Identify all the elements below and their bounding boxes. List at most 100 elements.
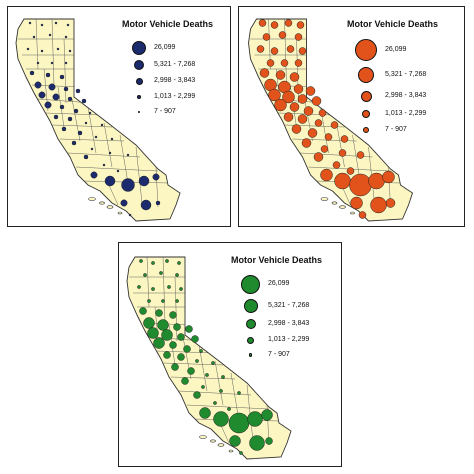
death-symbol: [171, 363, 179, 371]
death-symbol: [175, 299, 179, 303]
county-line: [107, 182, 119, 206]
legend-symbol: [135, 77, 143, 85]
legend-symbol: [363, 127, 369, 133]
death-symbol: [249, 435, 265, 451]
county-line: [87, 106, 97, 154]
death-symbol: [346, 167, 355, 175]
county-line: [284, 19, 287, 86]
death-symbol: [294, 33, 303, 41]
death-symbol: [143, 317, 155, 329]
map-panel-green: Motor Vehicle Deaths 26,099 5,321 - 7,26…: [118, 242, 342, 467]
symbols-blue: [26, 21, 161, 217]
death-symbol: [38, 91, 46, 99]
county-line: [119, 134, 129, 184]
death-symbol: [67, 116, 73, 122]
legend-symbol: [355, 39, 377, 61]
legend-label: 1,013 - 2,299: [385, 110, 427, 117]
california-map-green: [126, 256, 292, 460]
death-symbol: [297, 94, 308, 104]
death-symbol: [73, 108, 79, 114]
death-symbol: [237, 391, 241, 395]
death-symbol: [297, 114, 308, 124]
death-symbol: [358, 211, 367, 219]
death-symbol: [265, 437, 273, 445]
death-symbol: [303, 106, 314, 116]
legend-label: 26,099: [268, 280, 290, 287]
california-shape: [126, 256, 292, 460]
death-symbol: [151, 261, 155, 265]
death-symbol: [324, 133, 333, 141]
death-symbol: [152, 173, 160, 181]
death-symbol: [201, 385, 205, 389]
death-symbol: [88, 111, 92, 115]
death-symbol: [314, 119, 323, 127]
legend-blue: Motor Vehicle Deaths 26,099 5,321 - 7,26…: [120, 13, 228, 133]
legend-symbol: [247, 336, 254, 344]
death-symbol: [116, 169, 120, 173]
death-symbol: [368, 172, 385, 190]
death-symbol: [187, 367, 195, 375]
legend-title: Motor Vehicle Deaths: [231, 255, 323, 265]
death-symbol: [48, 83, 56, 91]
island: [99, 201, 105, 205]
death-symbol: [229, 435, 241, 447]
legend-symbol: [134, 60, 144, 70]
death-symbol: [147, 327, 159, 339]
death-symbol: [185, 325, 193, 333]
legend-label: 1,013 - 2,299: [154, 93, 196, 100]
legend-label: 5,321 - 7,268: [268, 302, 310, 309]
death-symbol: [110, 137, 114, 141]
death-symbol: [44, 101, 52, 109]
legend-symbol: [245, 319, 256, 329]
death-symbol: [40, 49, 44, 53]
death-symbol: [370, 196, 387, 214]
death-symbol: [289, 72, 300, 82]
death-symbol: [181, 377, 189, 385]
death-symbol: [167, 285, 171, 289]
county-line: [75, 166, 159, 172]
death-symbol: [284, 19, 293, 27]
death-symbol: [151, 287, 155, 291]
death-symbol: [54, 21, 58, 25]
legend-label: 7 - 907: [268, 351, 290, 358]
death-symbol: [81, 98, 87, 104]
death-symbol: [177, 353, 185, 361]
legend-symbol: [360, 90, 372, 102]
islands: [320, 197, 355, 215]
death-symbol: [56, 47, 60, 51]
death-symbol: [301, 138, 312, 148]
legend-label: 7 - 907: [154, 108, 176, 115]
death-symbol: [161, 329, 173, 341]
death-symbol: [100, 123, 104, 127]
island: [217, 443, 225, 447]
death-symbol: [59, 74, 65, 80]
death-symbol: [40, 23, 44, 27]
death-symbol: [52, 93, 60, 101]
symbols-orange: [256, 19, 396, 219]
death-symbol: [311, 96, 322, 106]
death-symbol: [199, 349, 203, 353]
death-symbol: [64, 61, 68, 65]
death-symbol: [332, 161, 341, 169]
death-symbol: [140, 199, 152, 211]
death-symbol: [221, 375, 225, 379]
death-symbol: [29, 70, 35, 76]
death-symbol: [320, 145, 329, 153]
legend-symbol: [243, 299, 258, 313]
death-symbol: [338, 149, 347, 157]
death-symbol: [61, 126, 67, 132]
death-symbol: [75, 88, 81, 94]
island: [210, 439, 216, 443]
death-symbol: [157, 319, 169, 331]
island: [350, 211, 355, 215]
county-line: [135, 146, 143, 204]
legend-label: 7 - 907: [385, 126, 407, 133]
legend-symbol: [362, 110, 370, 118]
legend-symbol: [358, 67, 374, 83]
death-symbol: [247, 411, 263, 427]
death-symbol: [274, 98, 287, 112]
death-symbol: [258, 19, 267, 27]
death-symbol: [165, 259, 169, 263]
death-symbol: [350, 196, 363, 210]
death-symbol: [213, 401, 217, 405]
